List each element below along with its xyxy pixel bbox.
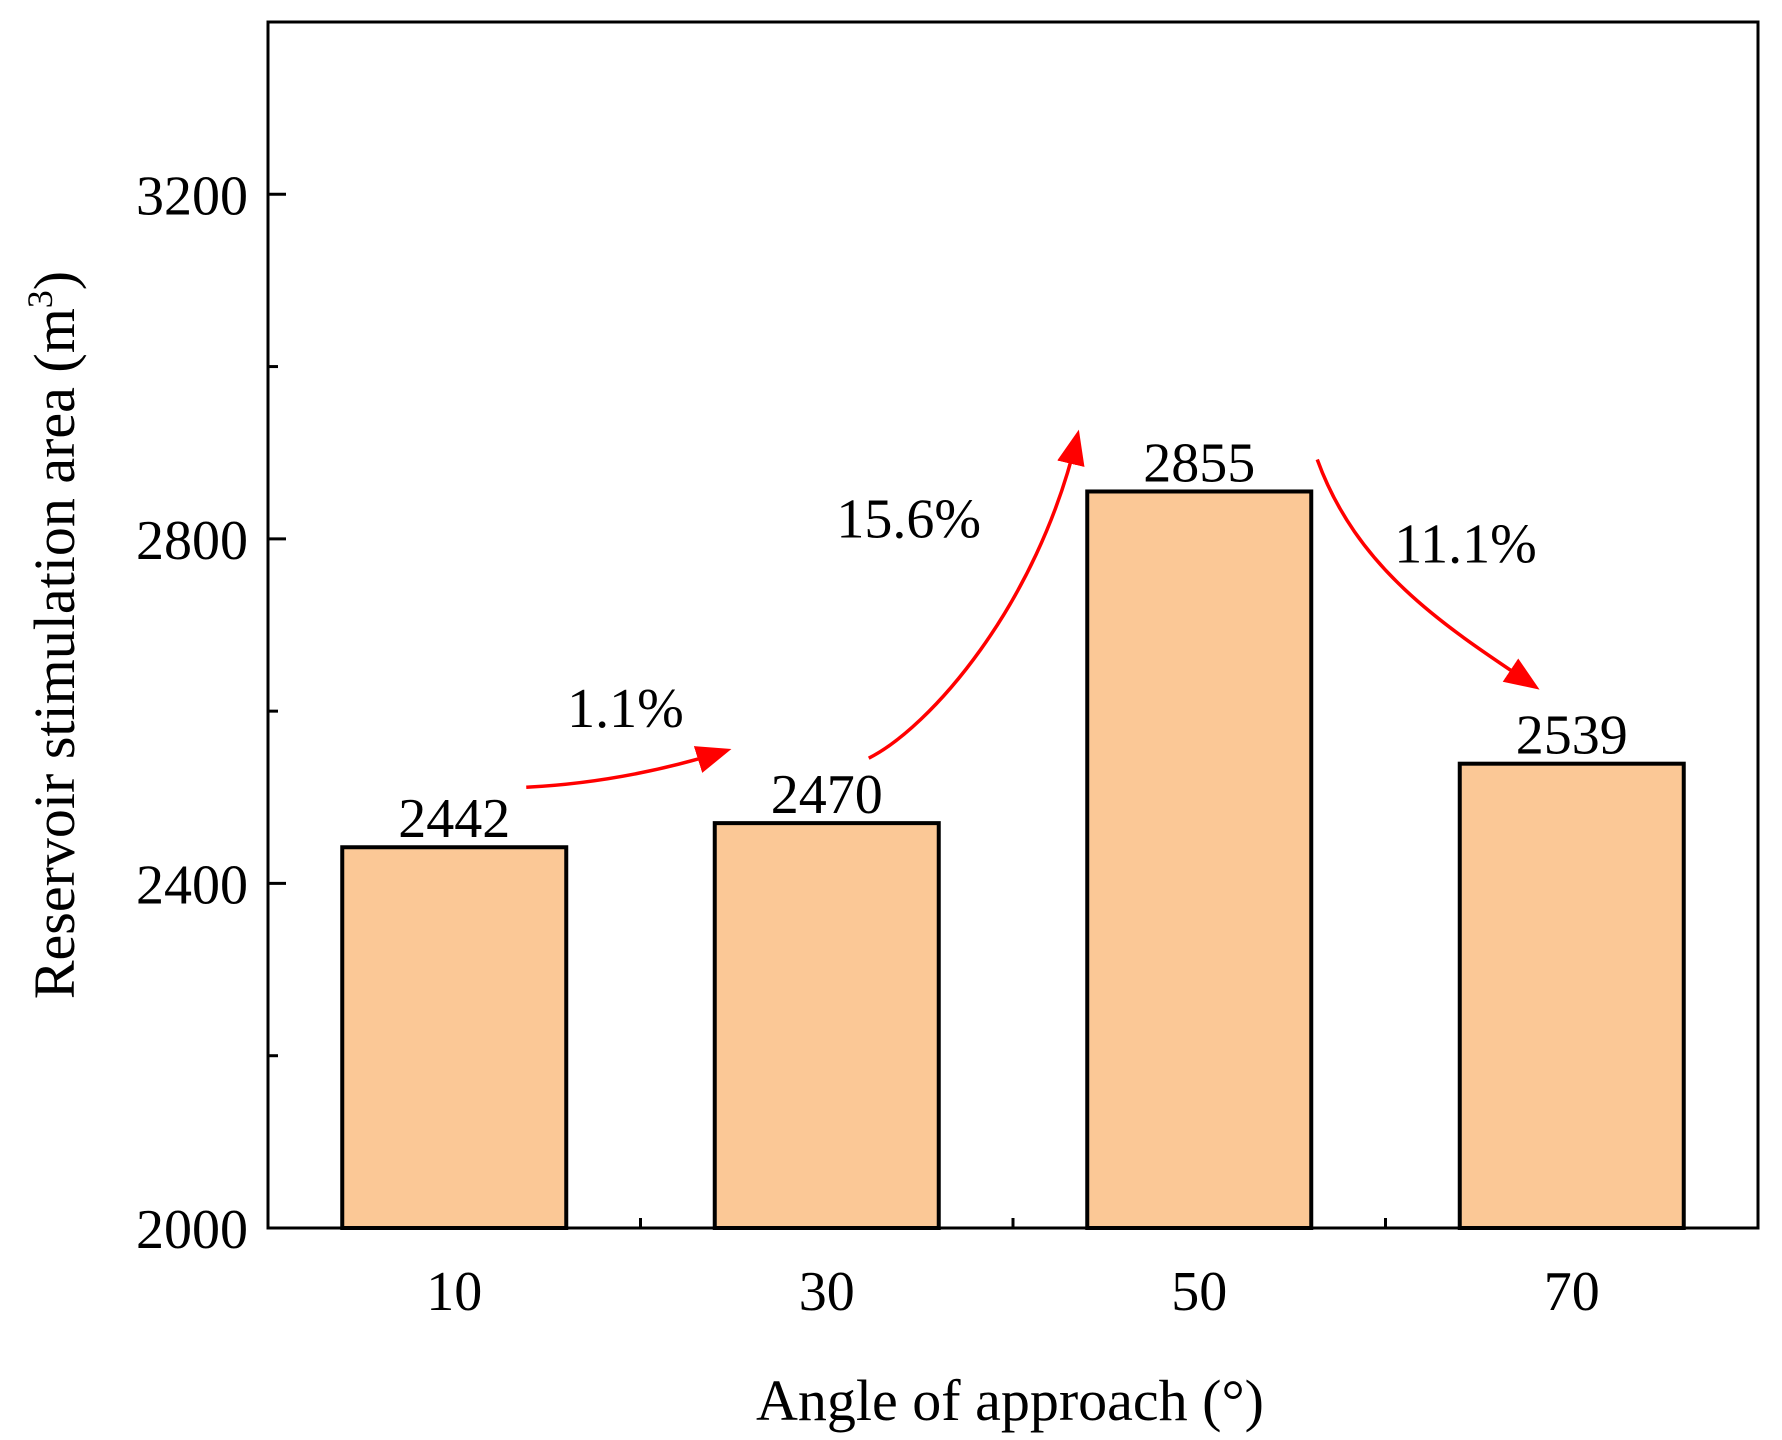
y-axis-title-close: ) xyxy=(22,271,87,290)
value-label: 2470 xyxy=(771,764,883,826)
annotation-layer: 1.1% 15.6% 11.1% xyxy=(526,429,1540,789)
y-tick-label: 3200 xyxy=(136,165,248,227)
value-label: 2539 xyxy=(1516,705,1628,767)
axes-layer: 2000 2400 2800 3200 10 30 50 70 xyxy=(136,20,1760,1323)
value-label: 2442 xyxy=(398,788,510,850)
x-tick-label: 50 xyxy=(1171,1261,1227,1323)
x-axis-title: Angle of approach (°) xyxy=(756,1368,1264,1433)
x-tick-label: 30 xyxy=(799,1261,855,1323)
y-axis-title-superscript: 3 xyxy=(20,290,60,308)
trend-arrow xyxy=(1315,458,1540,690)
value-label: 2855 xyxy=(1143,432,1255,494)
y-axis-title: Reservoir stimulation area (m3) xyxy=(20,271,87,999)
percent-annotation: 15.6% xyxy=(836,488,981,550)
trend-arrow xyxy=(867,429,1085,760)
x-tick-label: 10 xyxy=(426,1261,482,1323)
percent-annotation: 11.1% xyxy=(1394,514,1537,576)
trend-arrow xyxy=(526,746,732,789)
bar-10 xyxy=(340,845,569,1231)
y-tick-label: 2800 xyxy=(136,510,248,572)
bar-30 xyxy=(712,821,941,1231)
percent-annotation: 1.1% xyxy=(567,678,684,740)
bars-layer xyxy=(340,489,1686,1231)
bar-70 xyxy=(1457,761,1686,1230)
bar-50 xyxy=(1085,489,1314,1230)
y-tick-label: 2000 xyxy=(136,1199,248,1261)
labels-layer: 2442 2470 2855 2539 xyxy=(398,432,1628,850)
x-tick-label: 70 xyxy=(1544,1261,1600,1323)
y-axis-title-main: Reservoir stimulation area (m xyxy=(22,308,87,999)
y-tick-label: 2400 xyxy=(136,854,248,916)
